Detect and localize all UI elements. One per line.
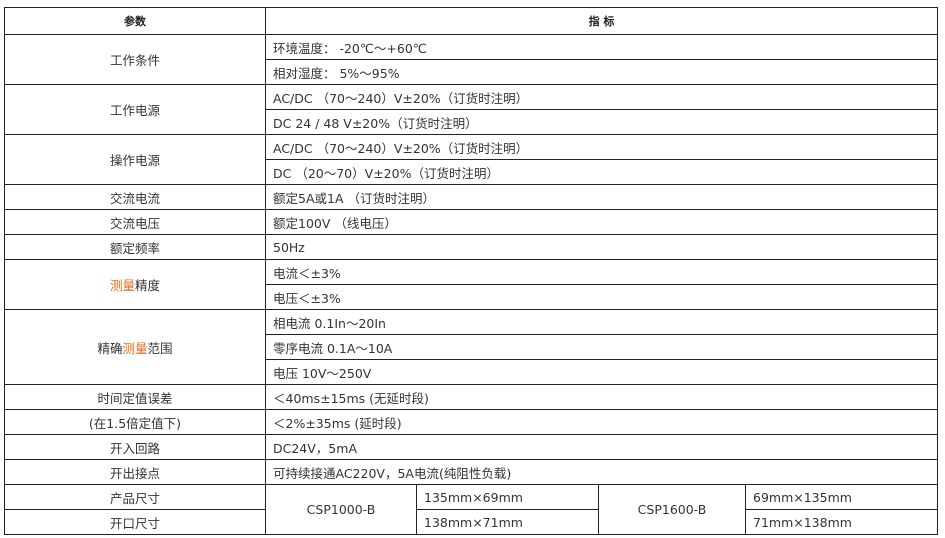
header-spec: 指 标 [264,7,939,35]
spec-value: 零序电流 0.1A～10A [264,334,939,360]
param-name: 交流电流 [4,184,266,210]
spec-value: 额定5A或1A （订货时注明） [264,184,939,210]
model-name: CSP1000-B [265,484,417,535]
name-highlight: 测量 [109,278,135,293]
param-name: 精确测量范围 [4,309,266,385]
param-name: 开出接点 [4,459,266,485]
size-value: 138mm×71mm [416,509,599,535]
spec-value: 额定100V （线电压） [264,209,939,235]
size-value: 71mm×138mm [744,509,939,535]
param-name: 额定频率 [4,234,266,260]
size-value: 69mm×135mm [744,484,939,510]
param-name: 工作条件 [4,34,266,85]
size-value: 135mm×69mm [416,484,599,510]
name-highlight: 测量 [122,340,148,356]
model-name: CSP1600-B [598,484,746,535]
spec-value: DC 24 / 48 V±20%（订货时注明） [264,109,939,135]
param-name: 操作电源 [4,134,266,185]
spec-value: 电压＜±3% [264,284,939,310]
header-param: 参数 [4,7,266,35]
spec-value: AC/DC （70～240）V±20%（订货时注明） [264,134,939,160]
param-name-sub: (在1.5倍定值下) [4,409,266,435]
param-name: 开口尺寸 [4,509,266,535]
spec-value: ＜40ms±15ms (无延时段) [264,384,939,410]
spec-table: 参数指 标 工作条件 环境温度： -20℃～+60℃ 相对湿度： 5%～95% 工… [4,7,939,535]
spec-value: AC/DC （70～240）V±20%（订货时注明） [264,84,939,110]
spec-value: DC （20～70）V±20%（订货时注明） [264,159,939,185]
param-name: 时间定值误差 [4,384,266,410]
param-name: 测量精度 [4,259,266,310]
spec-value: 环境温度： -20℃～+60℃ [264,34,939,60]
spec-value: 可持续接通AC220V，5A电流(纯阻性负载) [264,459,939,485]
param-name: 开入回路 [4,434,266,460]
spec-value: 相电流 0.1In～20In [264,309,939,335]
name-part: 精确 [97,340,123,356]
spec-value: 电压 10V～250V [264,359,939,385]
name-part: 范围 [147,340,173,356]
name-part: 精度 [135,278,161,293]
param-name: 工作电源 [4,84,266,135]
spec-value: 电流＜±3% [264,259,939,285]
spec-value: 相对湿度： 5%～95% [264,59,939,85]
param-name: 产品尺寸 [4,484,266,510]
param-name: 交流电压 [4,209,266,235]
spec-value: 50Hz [264,234,939,260]
spec-value: ＜2%±35ms (延时段) [264,409,939,435]
spec-value: DC24V，5mA [264,434,939,460]
